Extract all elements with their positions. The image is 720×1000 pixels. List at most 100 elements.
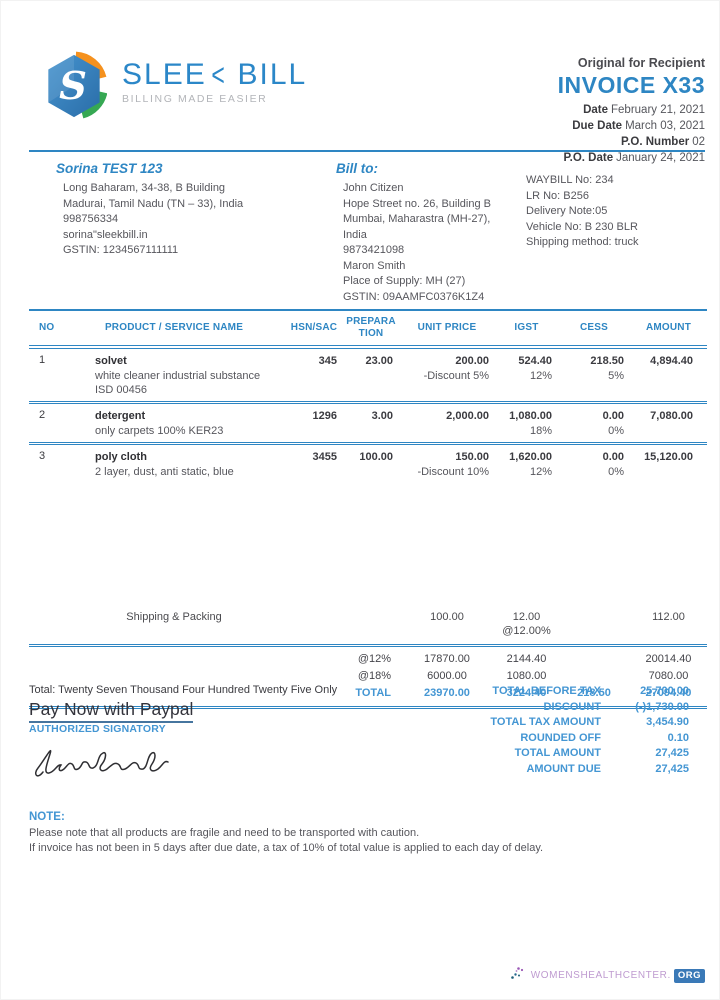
bill-to-line: 9873421098	[343, 244, 405, 256]
shipping-igst: 12.00 @12.00%	[495, 605, 558, 647]
invoice-date-field: Date February 21, 2021	[583, 104, 705, 116]
items-table: NO PRODUCT / SERVICE NAME HSN/SAC PREPAR…	[29, 309, 707, 709]
summary-row: ROUNDED OFF 0.10	[490, 731, 689, 747]
item-cess: 0.00 0%	[602, 451, 624, 478]
bill-to-line: Mumbai, Maharastra (MH-27),	[343, 213, 491, 225]
column-header-preparation: PREPARA TION	[343, 309, 399, 349]
summary-value: 0.10	[667, 731, 689, 744]
total-label: TOTAL	[29, 684, 399, 709]
paypal-pay-link[interactable]: Pay Now with Paypal	[29, 699, 194, 723]
brand-name: SLEE < BILL	[122, 57, 308, 93]
amount-in-words: Total: Twenty Seven Thousand Four Hundre…	[29, 684, 338, 696]
item-no: 1	[29, 347, 63, 404]
column-header-no: NO	[29, 309, 63, 349]
authorized-signatory-label: AUTHORIZED SIGNATORY	[29, 723, 166, 735]
total-taxable: 23970.00	[399, 684, 495, 709]
column-header-product: PRODUCT / SERVICE NAME	[63, 309, 285, 349]
item-no: 2	[29, 402, 63, 445]
lr-no: LR No: B256	[526, 189, 589, 202]
summary-label: ROUNDED OFF	[520, 731, 601, 744]
note-title: NOTE:	[29, 811, 65, 823]
tax-amount: 2144.40	[506, 653, 547, 665]
summary-value: 27,425	[655, 762, 689, 775]
note-line: Please note that all products are fragil…	[29, 827, 420, 839]
summary-label: AMOUNT DUE	[526, 762, 601, 775]
summary-value: 27,425	[655, 747, 689, 759]
item-cess: 218.50 5%	[558, 347, 630, 404]
shipping-label: Shipping & Packing	[63, 605, 285, 647]
tax-total: 20014.40	[645, 653, 692, 665]
summary-value: 25,700.00	[640, 685, 689, 697]
shipping-unit-price: 100.00	[399, 605, 495, 647]
invoice-header: Original for Recipient INVOICE X33 Date F…	[558, 56, 705, 166]
summary-row: TOTAL BEFORE TAX 25,700.00	[490, 684, 689, 700]
item-igst: 1,620.00 12%	[509, 451, 552, 478]
sleekbill-logo: S SLEE < BILL BILLING MADE EASIER	[41, 51, 307, 126]
seller-address-line: Long Baharam, 34-38, B Building	[63, 182, 226, 194]
total-amount: 27094.40	[630, 684, 707, 709]
tax-rate-label: @12%	[357, 653, 391, 665]
item-preparation: 23.00	[343, 347, 399, 404]
summary-value: (-)1,730.00	[635, 700, 689, 713]
item-amount: 7,080.00	[630, 402, 707, 445]
seller-phone: 998756334	[63, 213, 119, 225]
tax-summary-row: @12% 17870.00 2144.40 20014.40	[29, 646, 707, 668]
summary-row: TOTAL TAX AMOUNT 3,454.90	[490, 715, 689, 731]
sleekbill-hexagon-icon: S	[41, 51, 108, 126]
summary-label: TOTAL TAX AMOUNT	[490, 716, 601, 728]
stylized-k-glyph: <	[211, 57, 227, 93]
column-header-unit-price: UNIT PRICE	[399, 309, 495, 349]
item-igst: 1,080.00 18%	[495, 402, 558, 445]
tax-taxable-value: 6000.00	[427, 670, 467, 682]
delivery-note: Delivery Note:05	[526, 205, 608, 217]
invoice-po-number-field: P.O. Number 02	[621, 136, 705, 148]
item-igst: 524.40 12%	[495, 347, 558, 404]
item-unit-price: 200.00 -Discount 5%	[399, 347, 495, 404]
summary-label: TOTAL BEFORE TAX	[492, 685, 601, 697]
signature-image	[31, 738, 181, 789]
seller-name: Sorina TEST 123	[56, 161, 163, 176]
watermark-link[interactable]: WOMENSHEALTHCENTER. ORG	[510, 965, 705, 986]
seller-block: Sorina TEST 123 Long Baharam, 34-38, B B…	[56, 161, 321, 259]
total-tax: 3224.40	[495, 684, 558, 709]
item-unit-price: 150.00 -Discount 10%	[417, 451, 489, 478]
invoice-po-date-field: P.O. Date January 24, 2021	[563, 152, 705, 164]
bill-to-line: Place of Supply: MH (27)	[343, 275, 466, 287]
summary-row: AMOUNT DUE 27,425	[490, 762, 689, 778]
shipping-amount: 112.00	[630, 605, 707, 647]
bill-to-line: GSTIN: 09AAMFC0376K1Z4	[343, 290, 485, 303]
watermark-dots-icon	[510, 965, 528, 986]
watermark-text: WOMENSHEALTHCENTER.	[530, 970, 671, 981]
bill-to-line: India	[343, 228, 367, 241]
item-hsn: 1296	[285, 402, 343, 445]
summary-label: TOTAL AMOUNT	[514, 747, 601, 759]
tax-amount: 1080.00	[506, 670, 547, 682]
svg-text:S: S	[59, 64, 87, 109]
shipping-packing-row: Shipping & Packing 100.00 12.00 @12.00% 1…	[29, 605, 707, 647]
tax-total: 7080.00	[648, 670, 689, 682]
item-amount: 4,894.40	[630, 347, 707, 404]
item-product: solvet white cleaner industrial substanc…	[63, 347, 285, 404]
header-divider	[29, 150, 705, 152]
item-preparation: 3.00	[343, 402, 399, 445]
bill-to-line: Maron Smith	[343, 259, 406, 272]
table-row: 2 detergent only carpets 100% KER23 1296…	[29, 402, 707, 445]
table-spacer	[29, 483, 707, 605]
shipping-info-block: WAYBILL No: 234 LR No: B256 Delivery Not…	[526, 173, 706, 251]
note-section: NOTE: Please note that all products are …	[29, 811, 649, 856]
watermark-badge: ORG	[673, 968, 705, 983]
table-header-row: NO PRODUCT / SERVICE NAME HSN/SAC PREPAR…	[29, 309, 707, 349]
bill-to-title: Bill to:	[336, 161, 378, 176]
item-amount: 15,120.00	[644, 451, 693, 463]
bill-to-line: John Citizen	[343, 182, 404, 194]
column-header-cess: CESS	[558, 309, 630, 349]
column-header-hsn: HSN/SAC	[285, 309, 343, 349]
note-line: If invoice has not been in 5 days after …	[29, 842, 544, 854]
invoice-due-date-field: Due Date March 03, 2021	[572, 120, 705, 132]
tax-taxable-value: 17870.00	[424, 653, 470, 665]
item-unit-price: 2,000.00	[399, 402, 495, 445]
totals-summary: TOTAL BEFORE TAX 25,700.00 DISCOUNT (-)1…	[490, 684, 689, 777]
item-hsn: 345	[285, 347, 343, 404]
item-product: detergent only carpets 100% KER23	[63, 402, 285, 445]
table-row: 3 poly cloth 2 layer, dust, anti static,…	[29, 444, 707, 484]
